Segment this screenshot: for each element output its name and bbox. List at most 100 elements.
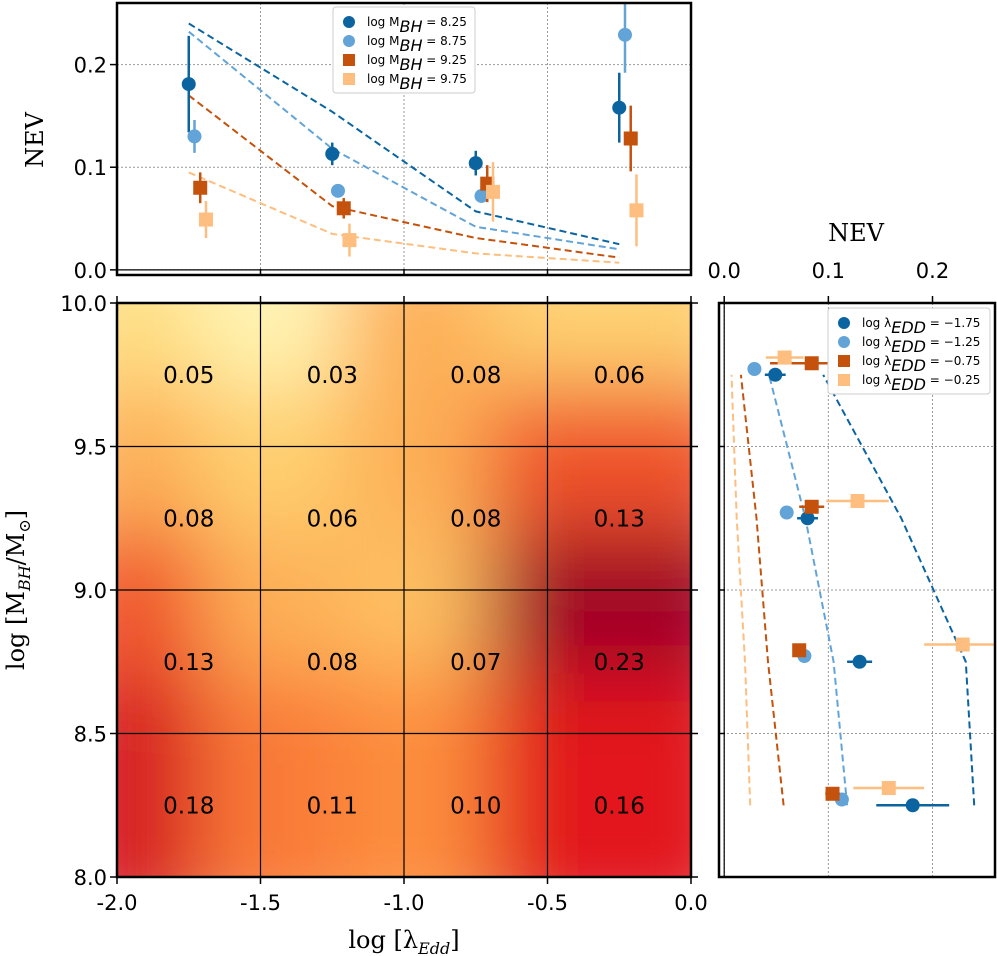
label-part: ]	[2, 510, 30, 519]
label-part: ⊙	[15, 519, 34, 532]
label-part: BH	[399, 74, 422, 93]
top-model-line	[188, 94, 620, 259]
label-part: EDD	[891, 356, 926, 375]
legend-label: log MBH = 9.25	[367, 53, 467, 74]
top-data-point	[198, 212, 213, 227]
right-data-point	[852, 654, 867, 669]
right-x-tick-label: 0.0	[708, 259, 741, 283]
label-part: = 8.75	[422, 34, 466, 48]
label-part: log M	[367, 15, 399, 29]
top-panel-axis-ticks: 0.0 0.1 0.2	[74, 54, 692, 283]
heatmap-x-axis-label: log [λEdd]	[348, 926, 459, 956]
heatmap-cell-label: 0.05	[163, 363, 214, 389]
right-model-line	[739, 374, 785, 806]
right-panel-model-lines	[730, 374, 976, 806]
heatmap-cell-label: 0.11	[307, 793, 358, 819]
label-part: EDD	[891, 337, 926, 356]
y-tick-label: 9.0	[74, 579, 107, 603]
heatmap-grid	[117, 303, 691, 877]
heatmap-cell-label: 0.06	[594, 363, 645, 389]
legend-marker	[343, 16, 355, 28]
heatmap-cell-label: 0.08	[450, 363, 501, 389]
heatmap-y-axis-label: log [MBH/M⊙]	[2, 510, 34, 670]
top-panel-y-axis-label: NEV	[21, 111, 49, 168]
heatmap-cell-label: 0.16	[594, 793, 645, 819]
label-part: log [λ	[348, 926, 418, 954]
right-data-point	[825, 786, 840, 801]
right-data-point	[800, 511, 815, 526]
top-panel-model-lines	[188, 22, 620, 264]
legend-label: log λEDD = −0.25	[862, 373, 980, 394]
legend-marker	[838, 317, 850, 329]
top-y-tick-label: 0.2	[74, 54, 107, 78]
legend-marker	[838, 374, 850, 386]
legend-label: log MBH = 8.75	[367, 34, 467, 55]
top-data-point	[474, 188, 489, 203]
legend-marker	[343, 35, 355, 47]
heatmap-cell-label: 0.08	[163, 506, 214, 532]
heatmap-cell-label: 0.06	[307, 506, 358, 532]
top-data-point	[629, 203, 644, 218]
label-part: = −0.75	[926, 354, 980, 368]
right-data-point	[779, 505, 794, 520]
y-tick-label: 8.5	[74, 723, 107, 747]
top-data-point	[330, 183, 345, 198]
top-data-point	[193, 180, 208, 195]
right-model-line	[768, 374, 849, 806]
label-part: log λ	[862, 335, 891, 349]
top-data-point	[612, 100, 627, 115]
x-tick-label: -0.5	[527, 891, 568, 915]
label-part: = −1.75	[926, 316, 980, 330]
label-part: BH	[399, 36, 422, 55]
label-part: = 9.25	[422, 53, 466, 67]
top-data-point	[342, 233, 357, 248]
label-part: log M	[367, 53, 399, 67]
legend-marker	[343, 54, 355, 66]
label-part: log λ	[862, 316, 891, 330]
x-tick-label: -1.0	[384, 891, 425, 915]
label-part: = −0.25	[926, 373, 980, 387]
legend-label: log MBH = 9.75	[367, 72, 467, 93]
label-part: Edd	[417, 939, 450, 956]
legend-label: log MBH = 8.25	[367, 15, 467, 36]
right-data-point	[955, 637, 970, 652]
top-data-point	[617, 27, 632, 42]
heatmap-cell-label: 0.07	[450, 650, 501, 676]
label-part: log M	[367, 72, 399, 86]
top-data-point	[485, 184, 500, 199]
label-part: /M	[2, 533, 30, 566]
heatmap-cell-label: 0.18	[163, 793, 214, 819]
label-part: BH	[399, 17, 422, 36]
top-data-point	[623, 131, 638, 146]
label-part: EDD	[891, 318, 926, 337]
right-x-tick-label: 0.2	[916, 259, 949, 283]
top-y-tick-label: 0.0	[74, 259, 107, 283]
legend-box	[332, 6, 476, 94]
x-tick-label: -2.0	[97, 891, 138, 915]
label-part: BH	[399, 55, 422, 74]
heatmap-axis-ticks: -2.0 -1.5 -1.0 -0.5 0.0 8.0 8.5 9.0 9.5 10.0	[60, 292, 707, 915]
heatmap-cell-label: 0.13	[163, 650, 214, 676]
heatmap-cell	[487, 673, 691, 877]
top-model-line	[188, 22, 620, 246]
right-x-tick-label: 0.1	[812, 259, 845, 283]
heatmap-color-field	[117, 303, 691, 877]
heatmap-cell-label: 0.08	[307, 650, 358, 676]
right-model-line	[730, 374, 752, 806]
legend-label: log λEDD = −1.25	[862, 335, 980, 356]
legend-box	[827, 307, 991, 395]
right-data-point	[777, 350, 792, 365]
label-part: EDD	[891, 375, 926, 394]
top-data-point	[336, 201, 351, 216]
right-model-line	[822, 374, 976, 806]
heatmap-cell-label: 0.13	[594, 506, 645, 532]
heatmap-cell-label: 0.23	[594, 650, 645, 676]
heatmap-panel: 0.05 0.03 0.08 0.060.08 0.06 0.08 0.130.13 0.08…	[2, 292, 708, 956]
right-data-point	[804, 356, 819, 371]
label-part: ]	[450, 926, 459, 954]
